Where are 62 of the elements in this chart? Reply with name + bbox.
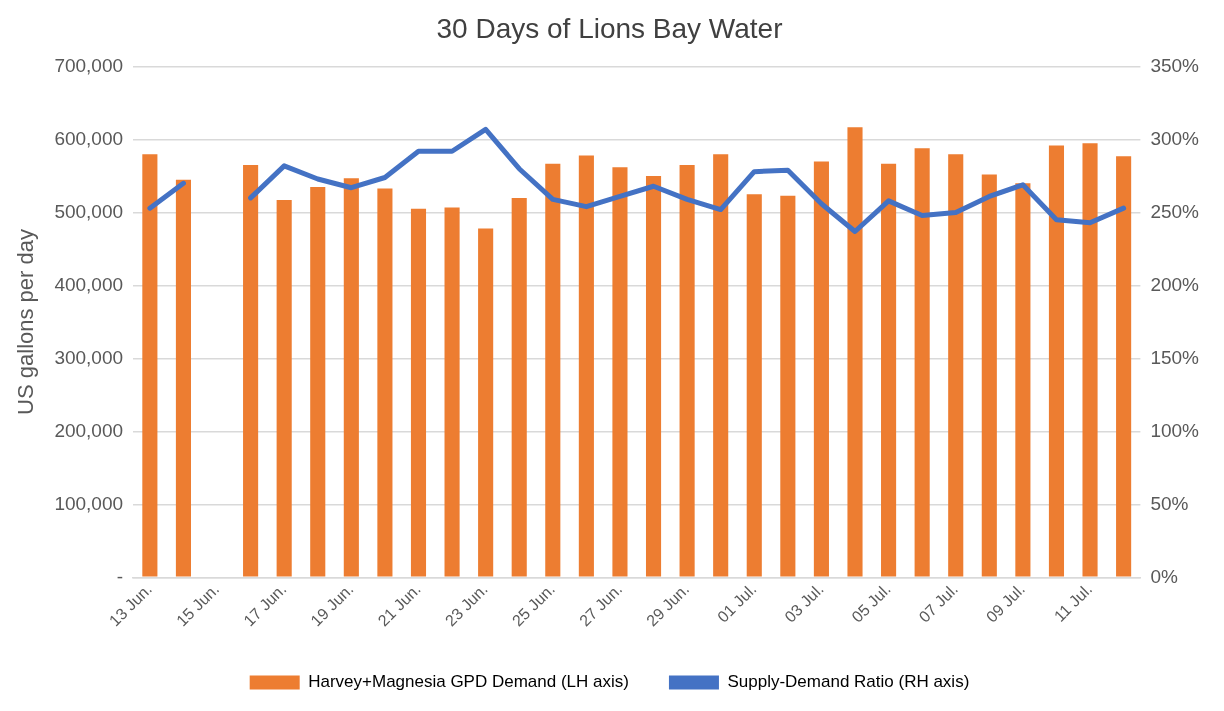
bar: [1082, 143, 1098, 577]
bar: [1015, 183, 1031, 577]
x-tick-label: 09 Jul.: [982, 580, 1029, 626]
bar: [914, 148, 930, 577]
bar: [175, 179, 191, 577]
y2-tick-label: 300%: [1150, 127, 1200, 149]
y2-tick-label: 0%: [1150, 565, 1178, 587]
x-tick-label: 29 Jun.: [643, 580, 693, 630]
bar: [813, 161, 829, 577]
y2-tick-label: 150%: [1150, 346, 1200, 368]
x-tick-label: 17 Jun.: [240, 580, 290, 630]
y-tick-label: 300,000: [54, 346, 124, 368]
x-tick-label: 07 Jul.: [915, 580, 961, 626]
bar: [243, 165, 259, 577]
bar: [981, 174, 997, 577]
bar: [410, 208, 427, 577]
bar: [1116, 156, 1132, 577]
bar: [612, 167, 628, 577]
bar: [545, 163, 561, 577]
bar: [511, 197, 527, 577]
legend-label: Supply-Demand Ratio (RH axis): [727, 672, 970, 692]
y2-tick-label: 100%: [1150, 419, 1200, 441]
bar: [780, 195, 796, 577]
bar: [746, 194, 762, 577]
bar: [343, 178, 359, 577]
x-tick-label: 15 Jun.: [173, 580, 223, 630]
x-tick-label: 25 Jun.: [508, 580, 559, 630]
bar: [1048, 145, 1065, 577]
x-tick-label: 03 Jul.: [781, 580, 827, 626]
bar: [948, 154, 964, 577]
x-tick-label: 23 Jun.: [441, 580, 491, 630]
y2-tick-label: 350%: [1150, 54, 1200, 76]
y-tick-label: 200,000: [54, 419, 124, 441]
chart-title: 30 Days of Lions Bay Water: [436, 12, 783, 44]
y-tick-label: 500,000: [54, 200, 124, 222]
x-tick-label: 27 Jun.: [576, 580, 626, 630]
bar: [847, 127, 863, 577]
bar: [310, 186, 326, 577]
legend-label: Harvey+Magnesia GPD Demand (LH axis): [308, 672, 629, 692]
bar: [645, 176, 662, 577]
x-tick-label: 11 Jul.: [1050, 580, 1096, 625]
bar: [881, 163, 897, 577]
y-tick-label: 600,000: [54, 127, 124, 149]
bar: [142, 154, 158, 577]
bar: [679, 165, 695, 577]
y-axis-title: US gallons per day: [13, 229, 39, 415]
bar: [377, 188, 393, 577]
y2-tick-label: 250%: [1150, 200, 1200, 222]
bar: [444, 207, 460, 577]
y-tick-label: 100,000: [54, 492, 124, 514]
bar: [578, 155, 594, 577]
y2-tick-label: 50%: [1150, 492, 1189, 514]
bar: [276, 200, 292, 577]
x-tick-label: 05 Jul.: [848, 580, 894, 626]
x-tick-label: 01 Jul.: [714, 580, 760, 626]
y2-tick-label: 200%: [1150, 273, 1200, 295]
x-tick-label: 21 Jun.: [374, 580, 424, 630]
y-tick-label: 700,000: [54, 54, 124, 76]
x-tick-label: 19 Jun.: [307, 580, 357, 630]
bar: [478, 228, 494, 577]
bar: [713, 154, 729, 577]
y-tick-label: 400,000: [54, 273, 124, 295]
